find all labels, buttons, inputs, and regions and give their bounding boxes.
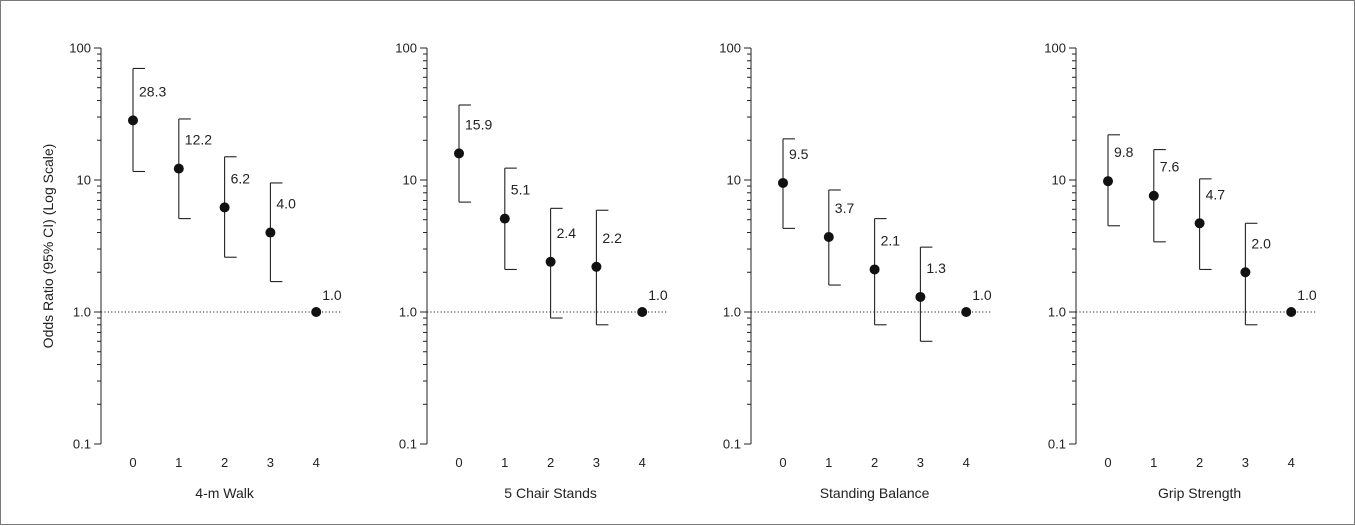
y-tick-label: 1.0 xyxy=(1048,305,1066,320)
data-label: 1.0 xyxy=(648,287,668,303)
y-tick-label: 0.1 xyxy=(73,437,91,452)
data-point xyxy=(128,115,138,126)
data-point xyxy=(1286,307,1297,317)
x-tick-label: 2 xyxy=(1196,455,1203,470)
x-tick-label: 2 xyxy=(547,455,554,470)
y-tick-label: 10 xyxy=(403,173,417,188)
data-label: 15.9 xyxy=(465,116,492,132)
x-tick-label: 4 xyxy=(313,455,320,470)
data-point xyxy=(311,307,322,317)
panel-3: 100 10 1.0 0.1 0 1 2 3 4 Standing Balance 9.5 3.7 2.… xyxy=(719,41,992,502)
data-label: 2.0 xyxy=(1251,235,1271,251)
x-tick-label: 3 xyxy=(917,455,924,470)
data-label: 28.3 xyxy=(139,83,166,99)
x-axis-label: 5 Chair Stands xyxy=(504,485,597,501)
y-tick-label: 100 xyxy=(69,41,91,56)
data-point xyxy=(219,202,230,213)
data-point xyxy=(499,213,510,224)
y-tick-label: 0.1 xyxy=(723,437,741,452)
y-tick-label: 100 xyxy=(1044,41,1066,56)
panel-1: 100 10 1.0 0.1 0 1 2 3 4 4-m Walk 28.3 12.2 6.2 4.0 1.… xyxy=(69,41,342,502)
data-label: 1.0 xyxy=(322,287,342,303)
y-tick-label: 1.0 xyxy=(73,305,91,320)
data-point xyxy=(173,163,184,174)
data-label: 2.2 xyxy=(602,230,622,246)
data-point xyxy=(1194,218,1205,229)
data-point xyxy=(545,256,556,267)
x-tick-label: 4 xyxy=(639,455,646,470)
data-point xyxy=(454,148,464,159)
x-tick-label: 0 xyxy=(455,455,462,470)
x-tick-label: 0 xyxy=(1104,455,1111,470)
y-axis-label: Odds Ratio (95% CI) (Log Scale) xyxy=(40,144,56,349)
data-label: 7.6 xyxy=(1160,159,1180,175)
x-axis-label: 4-m Walk xyxy=(195,485,255,501)
data-label: 3.7 xyxy=(835,200,855,216)
x-tick-label: 0 xyxy=(129,455,136,470)
x-tick-label: 1 xyxy=(501,455,508,470)
panel-2: 100 10 1.0 0.1 0 1 2 3 4 5 Chair Stands 15.9 5.1 2.4… xyxy=(395,41,668,502)
x-tick-label: 4 xyxy=(1288,455,1295,470)
data-point xyxy=(591,261,602,272)
data-point xyxy=(823,231,834,242)
y-tick-label: 0.1 xyxy=(1048,437,1066,452)
y-tick-label: 10 xyxy=(77,173,91,188)
data-label: 4.7 xyxy=(1206,186,1226,202)
data-point xyxy=(778,177,788,188)
x-tick-label: 1 xyxy=(1150,455,1157,470)
data-label: 12.2 xyxy=(185,132,212,148)
x-tick-label: 2 xyxy=(871,455,878,470)
data-point xyxy=(915,291,926,302)
data-point xyxy=(961,307,972,317)
y-tick-label: 1.0 xyxy=(399,305,417,320)
data-label: 1.0 xyxy=(1297,287,1317,303)
y-tick-label: 10 xyxy=(1052,173,1066,188)
x-tick-label: 1 xyxy=(825,455,832,470)
data-label: 6.2 xyxy=(231,170,251,186)
data-label: 1.0 xyxy=(972,287,992,303)
x-axis-label: Standing Balance xyxy=(820,485,930,501)
data-point xyxy=(637,307,648,317)
data-point xyxy=(1240,267,1251,278)
panel-4: 100 10 1.0 0.1 0 1 2 3 4 Grip Strength 9.8 7.6 4.7 2.… xyxy=(1044,41,1317,502)
data-label: 4.0 xyxy=(276,196,296,212)
data-label: 1.3 xyxy=(926,260,946,276)
x-tick-label: 2 xyxy=(221,455,228,470)
y-tick-label: 10 xyxy=(727,173,741,188)
data-label: 5.1 xyxy=(511,182,531,198)
y-tick-label: 100 xyxy=(395,41,417,56)
data-point xyxy=(265,227,276,238)
x-tick-label: 3 xyxy=(593,455,600,470)
y-tick-label: 0.1 xyxy=(399,437,417,452)
x-tick-label: 3 xyxy=(1242,455,1249,470)
y-tick-label: 1.0 xyxy=(723,305,741,320)
data-label: 2.1 xyxy=(881,232,901,248)
data-point xyxy=(1148,190,1159,201)
data-point xyxy=(869,264,880,275)
data-label: 2.4 xyxy=(557,225,577,241)
data-point xyxy=(1103,176,1113,187)
y-tick-label: 100 xyxy=(719,41,741,56)
x-tick-label: 1 xyxy=(175,455,182,470)
x-tick-label: 4 xyxy=(963,455,970,470)
x-tick-label: 0 xyxy=(779,455,786,470)
data-label: 9.5 xyxy=(789,146,809,162)
data-label: 9.8 xyxy=(1114,144,1134,160)
x-tick-label: 3 xyxy=(267,455,274,470)
x-axis-label: Grip Strength xyxy=(1158,485,1241,501)
